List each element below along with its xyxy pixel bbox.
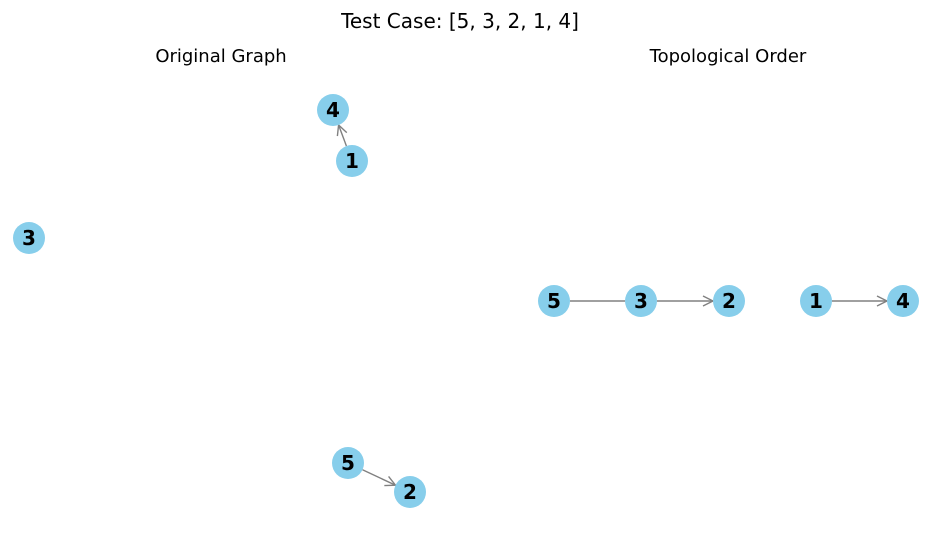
- node-circle: [13, 222, 45, 254]
- node-2: 2: [394, 476, 426, 508]
- node-label: 2: [403, 480, 417, 504]
- edge-1-to-4: [336, 123, 348, 147]
- node-circle: [713, 285, 745, 317]
- edge-1-to-4: [832, 295, 889, 307]
- node-3: 3: [625, 285, 657, 317]
- node-circle: [538, 285, 570, 317]
- node-label: 3: [634, 289, 648, 313]
- figure-title: Test Case: [5, 3, 2, 1, 4]: [340, 9, 579, 33]
- edge-5-to-2: [362, 469, 397, 487]
- node-circle: [800, 285, 832, 317]
- node-label: 1: [809, 289, 823, 313]
- node-3: 3: [13, 222, 45, 254]
- node-4: 4: [887, 285, 919, 317]
- node-circle: [332, 447, 364, 479]
- edge-3-to-2: [657, 295, 715, 307]
- node-circle: [336, 145, 368, 177]
- arrowhead: [336, 123, 348, 137]
- node-4: 4: [317, 94, 349, 126]
- node-5: 5: [332, 447, 364, 479]
- node-label: 5: [341, 451, 355, 475]
- node-label: 4: [896, 289, 910, 313]
- original-graph-panel: 4 1 3 5 2: [13, 94, 426, 508]
- node-label: 5: [547, 289, 561, 313]
- node-label: 1: [345, 149, 359, 173]
- node-5: 5: [538, 285, 570, 317]
- node-circle: [317, 94, 349, 126]
- node-2: 2: [713, 285, 745, 317]
- node-1: 1: [800, 285, 832, 317]
- edge-line: [362, 469, 396, 486]
- topological-order-panel: 5 3 2 1 4: [538, 285, 919, 317]
- edge-line: [337, 124, 348, 147]
- node-label: 2: [722, 289, 736, 313]
- node-label: 3: [22, 226, 36, 250]
- node-circle: [887, 285, 919, 317]
- node-circle: [394, 476, 426, 508]
- node-label: 4: [326, 98, 340, 122]
- node-1: 1: [336, 145, 368, 177]
- topological-order-title: Topological Order: [649, 46, 807, 67]
- node-circle: [625, 285, 657, 317]
- original-graph-title: Original Graph: [155, 46, 286, 67]
